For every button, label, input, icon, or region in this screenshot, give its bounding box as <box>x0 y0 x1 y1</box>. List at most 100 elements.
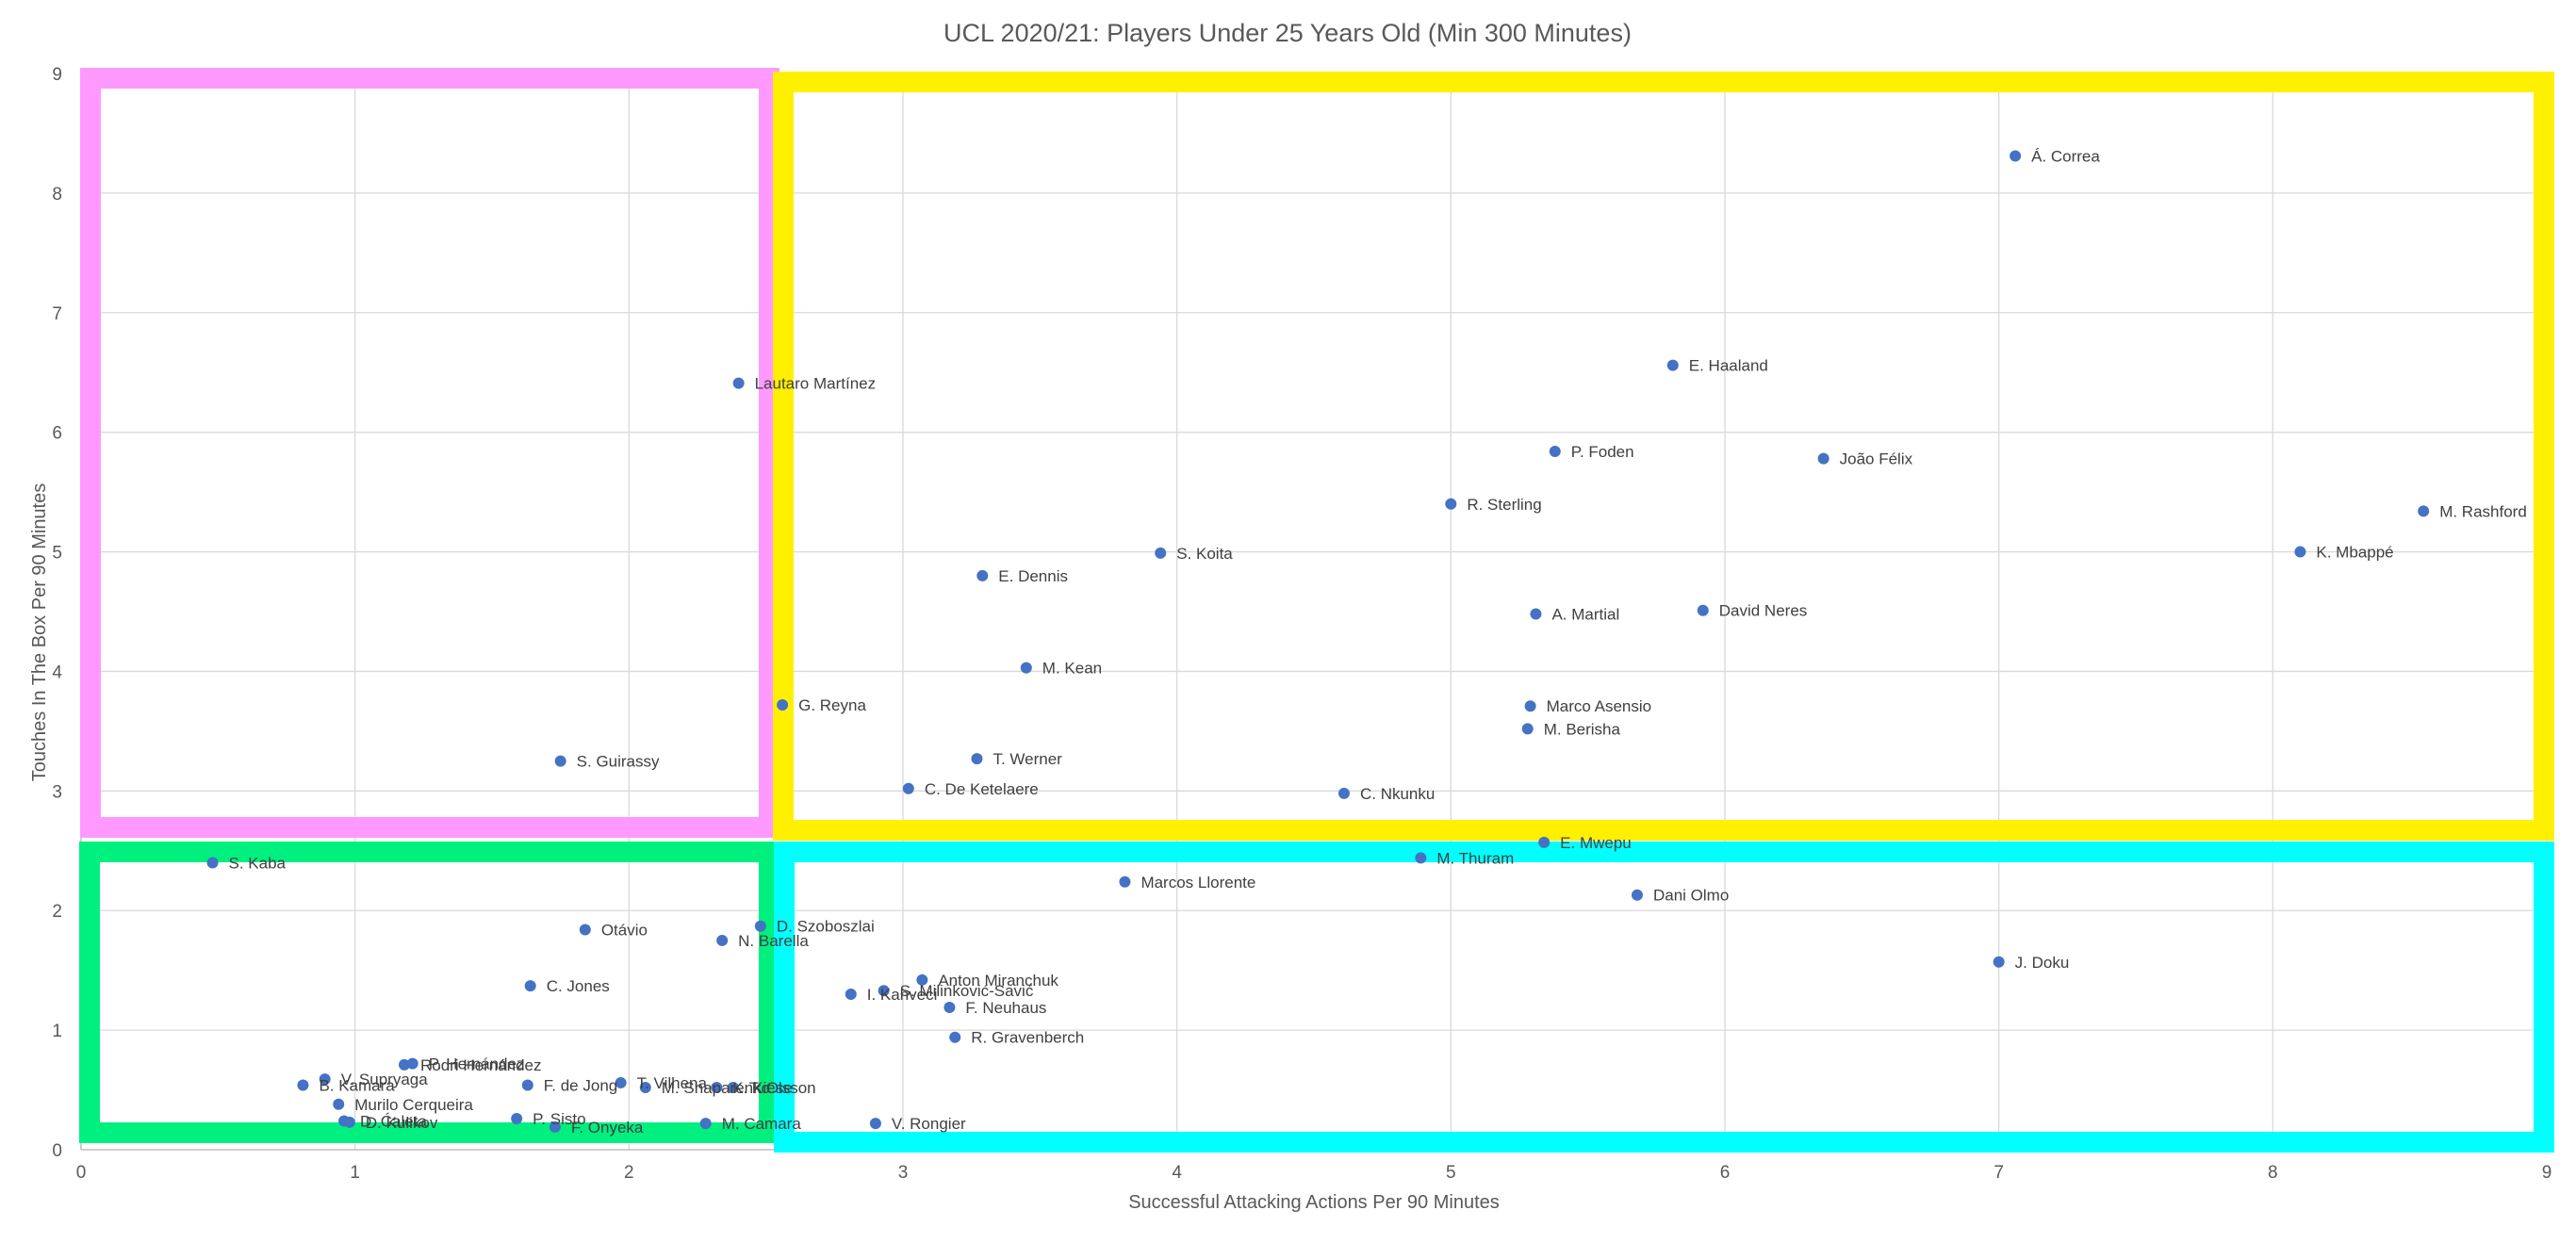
data-points <box>206 150 2430 1133</box>
data-point-label: Murilo Cerqueira <box>354 1096 473 1114</box>
data-point <box>2418 505 2430 517</box>
data-point <box>579 924 591 936</box>
y-tick-label: 0 <box>52 1141 62 1161</box>
x-tick-label: 7 <box>1994 1163 2004 1183</box>
data-point-label: J. Doku <box>2015 954 2070 972</box>
data-point-label: B. Kamara <box>319 1076 395 1094</box>
data-point-label: C. Nkunku <box>1360 785 1435 803</box>
data-point <box>1697 604 1709 616</box>
quadrant-boxes <box>79 68 2554 1153</box>
data-point-label: P. Foden <box>1571 443 1634 461</box>
quadrant-box-top-right <box>773 72 2554 841</box>
data-point <box>511 1113 523 1125</box>
data-point <box>916 973 928 986</box>
data-point-label: M. Rashford <box>2439 502 2527 520</box>
data-point-label: D. Szoboszlai <box>777 918 875 936</box>
x-tick-label: 3 <box>898 1163 909 1183</box>
data-point-label: João Félix <box>1840 450 1913 468</box>
data-point-label: E. Dennis <box>998 567 1068 585</box>
data-point <box>615 1076 627 1088</box>
data-point-label: Marcos Llorente <box>1140 874 1255 891</box>
data-point-label: V. Rongier <box>892 1115 966 1133</box>
data-point-label: Otávio <box>601 922 648 940</box>
data-labels: Á. Correa E. Haaland Lautaro Martínez P. Fo… <box>229 148 2527 1137</box>
data-point-label: Lautaro Martínez <box>755 375 877 393</box>
y-tick-label: 9 <box>52 65 62 85</box>
y-tick-label: 5 <box>52 544 62 564</box>
data-point-label: P. Hernández <box>429 1055 525 1073</box>
data-point <box>1530 608 1542 620</box>
data-point <box>1415 852 1427 864</box>
data-point <box>206 857 219 869</box>
data-point <box>1631 889 1643 901</box>
y-axis-title: Touches In The Box Per 90 Minutes <box>29 483 50 781</box>
data-point <box>711 1082 723 1094</box>
data-point-label: D. Ćaleta <box>360 1113 427 1131</box>
data-point <box>716 934 729 946</box>
data-point <box>1445 498 1457 510</box>
y-tick-label: 2 <box>52 902 62 922</box>
data-point <box>1549 445 1561 457</box>
data-point <box>549 1120 561 1133</box>
data-point <box>1521 723 1534 735</box>
data-point-label: Anton Miranchuk <box>938 972 1058 989</box>
data-point-label: S. Koita <box>1176 545 1233 563</box>
x-tick-label: 8 <box>2268 1163 2278 1183</box>
data-point-label: Marco Asensio <box>1547 697 1652 715</box>
data-point <box>971 753 983 765</box>
grid-lines <box>81 73 2548 1150</box>
data-point-label: I. Kahveci <box>867 986 938 1004</box>
data-point <box>297 1079 309 1091</box>
data-point-label: E. Haaland <box>1689 357 1768 375</box>
data-point <box>639 1082 651 1094</box>
y-tick-label: 7 <box>52 304 62 324</box>
data-point <box>754 920 766 932</box>
data-point <box>869 1118 881 1130</box>
quadrant-box-top-left <box>80 68 779 838</box>
data-point <box>777 698 789 711</box>
data-point-label: R. Sterling <box>1467 496 1541 514</box>
data-point-label: M. Camara <box>722 1115 802 1133</box>
data-point-label: T. Werner <box>993 750 1062 768</box>
data-point <box>943 1002 956 1014</box>
data-point <box>1817 452 1829 465</box>
data-point-label: M. Shaparenko <box>662 1079 770 1097</box>
data-point <box>1538 836 1551 848</box>
data-point-label: C. De Ketelaere <box>925 780 1039 798</box>
data-point-label: Á. Correa <box>2031 148 2100 166</box>
data-point <box>319 1073 331 1086</box>
data-point-label: M. Berisha <box>1544 720 1621 738</box>
data-point-label: P. Sisto <box>533 1110 585 1128</box>
x-tick-label: 4 <box>1172 1163 1182 1183</box>
data-point <box>1524 700 1536 712</box>
data-point <box>1993 956 2005 968</box>
data-point <box>2294 546 2306 558</box>
data-point-label: D. Kulikov <box>366 1114 438 1132</box>
data-point <box>1666 359 1679 371</box>
x-axis-title: Successful Attacking Actions Per 90 Minu… <box>1128 1192 1500 1213</box>
x-tick-label: 6 <box>1720 1163 1731 1183</box>
chart-title: UCL 2020/21: Players Under 25 Years Old … <box>943 19 1632 47</box>
data-point <box>524 980 536 992</box>
data-point <box>1020 662 1032 674</box>
data-point <box>727 1082 739 1094</box>
data-point-label: F. Neuhaus <box>965 999 1046 1017</box>
data-point-label: David Neres <box>1719 602 1808 620</box>
data-point <box>976 569 989 581</box>
data-point-label: S. Guirassy <box>577 753 660 771</box>
x-tick-label: 2 <box>624 1163 634 1183</box>
x-tick-label: 9 <box>2542 1163 2552 1183</box>
data-point <box>1337 787 1350 799</box>
data-point <box>732 377 745 389</box>
data-point-label: G. Reyna <box>798 696 866 714</box>
quadrant-box-bottom-left <box>79 842 779 1143</box>
data-point-label: S. Milinković-Savić <box>900 982 1034 1000</box>
y-tick-label: 8 <box>52 185 62 204</box>
y-tick-label: 4 <box>52 662 62 682</box>
data-point-label: Dani Olmo <box>1653 887 1729 905</box>
data-point <box>1119 875 1131 888</box>
x-tick-label: 1 <box>350 1163 360 1183</box>
y-tick-label: 3 <box>52 782 62 802</box>
data-point <box>699 1118 712 1130</box>
